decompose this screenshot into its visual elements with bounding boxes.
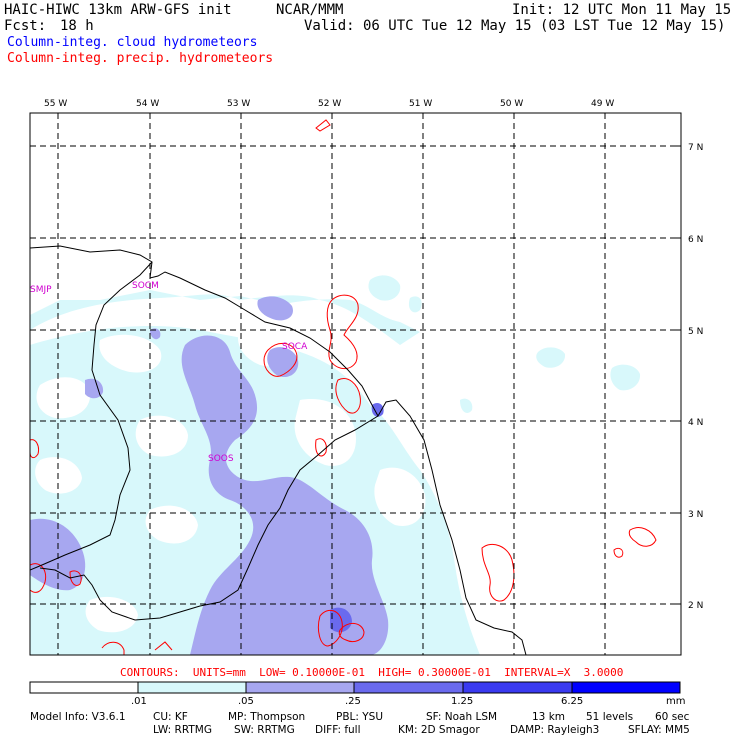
colorbar-bin [29, 681, 139, 694]
colorbar-bin [245, 681, 355, 694]
timestep: 60 sec [655, 711, 690, 723]
precip-field-title: Column-integ. precip. hydrometeors [7, 51, 274, 66]
colorbar-bin [353, 681, 464, 694]
org-label: NCAR/MMM [276, 2, 344, 18]
colorbar [29, 681, 681, 694]
station-labels: SMJP SOCM SOCA SOOS [30, 281, 308, 464]
colorbar-tick-label: .01 [131, 696, 147, 707]
pbl-scheme: PBL: YSU [336, 711, 384, 723]
grid-spacing: 13 km [532, 711, 566, 723]
valid-time: Valid: 06 UTC Tue 12 May 15 (03 LST Tue … [304, 18, 726, 34]
init-time: Init: 12 UTC Mon 11 May 15 [512, 2, 732, 18]
colorbar-bin [137, 681, 247, 694]
station-socm: SOCM [132, 281, 159, 291]
sf-scheme: SF: Noah LSM [426, 711, 498, 723]
hydrometeor-field [30, 113, 681, 655]
colorbar-bin [462, 681, 573, 694]
lat-label: 3 N [688, 510, 703, 520]
lon-label: 49 W [591, 99, 614, 109]
sflay-scheme: SFLAY: MM5 [628, 724, 690, 736]
lon-label: 53 W [227, 99, 250, 109]
vertical-levels: 51 levels [586, 711, 634, 723]
longitude-labels: 55 W 54 W 53 W 52 W 51 W 50 W 49 W [44, 99, 614, 109]
cloud-heavy-shading [330, 403, 384, 633]
lat-label: 2 N [688, 601, 703, 611]
clear-sky-gaps [35, 324, 426, 633]
contours-info: CONTOURS: UNITS=mm LOW= 0.10000E-01 HIGH… [120, 666, 624, 679]
cloud-field-title: Column-integ. cloud hydrometeors [7, 35, 258, 50]
lon-label: 54 W [136, 99, 159, 109]
mp-scheme: MP: Thompson [228, 711, 306, 723]
forecast-label: Fcst: [4, 18, 47, 34]
precip-contours [30, 119, 657, 655]
damp-scheme: DAMP: Rayleigh3 [510, 724, 600, 736]
station-soos: SOOS [208, 454, 234, 464]
map-frame [29, 112, 682, 656]
lat-label: 5 N [688, 327, 703, 337]
colorbar-units: mm [666, 696, 686, 707]
lon-label: 51 W [409, 99, 432, 109]
station-smjp: SMJP [30, 285, 52, 295]
lat-label: 7 N [688, 143, 703, 153]
colorbar-tick-label: 6.25 [561, 696, 584, 707]
graticule [30, 113, 681, 655]
colorbar-tick-label: .05 [238, 696, 254, 707]
colorbar-tick-label: .25 [345, 696, 361, 707]
lon-label: 55 W [44, 99, 67, 109]
lon-label: 50 W [500, 99, 523, 109]
km-scheme: KM: 2D Smagor [398, 724, 480, 736]
lon-label: 52 W [318, 99, 341, 109]
coastline-and-borders [30, 245, 527, 655]
model-version: Model Info: V3.6.1 [30, 711, 126, 723]
lat-label: 6 N [688, 235, 703, 245]
diff-scheme: DIFF: full [315, 724, 361, 736]
cu-scheme: CU: KF [153, 711, 188, 723]
lat-label: 4 N [688, 418, 703, 428]
axis-ticks [57, 113, 681, 605]
forecast-hours: 18 h [60, 18, 94, 34]
lw-scheme: LW: RRTMG [153, 724, 212, 736]
station-soca: SOCA [282, 342, 308, 352]
colorbar-tick-label: 1.25 [451, 696, 474, 707]
sw-scheme: SW: RRTMG [234, 724, 295, 736]
colorbar-bin [571, 681, 681, 694]
latitude-labels: 7 N 6 N 5 N 4 N 3 N 2 N [688, 143, 703, 611]
model-title: HAIC-HIWC 13km ARW-GFS init [4, 2, 232, 18]
